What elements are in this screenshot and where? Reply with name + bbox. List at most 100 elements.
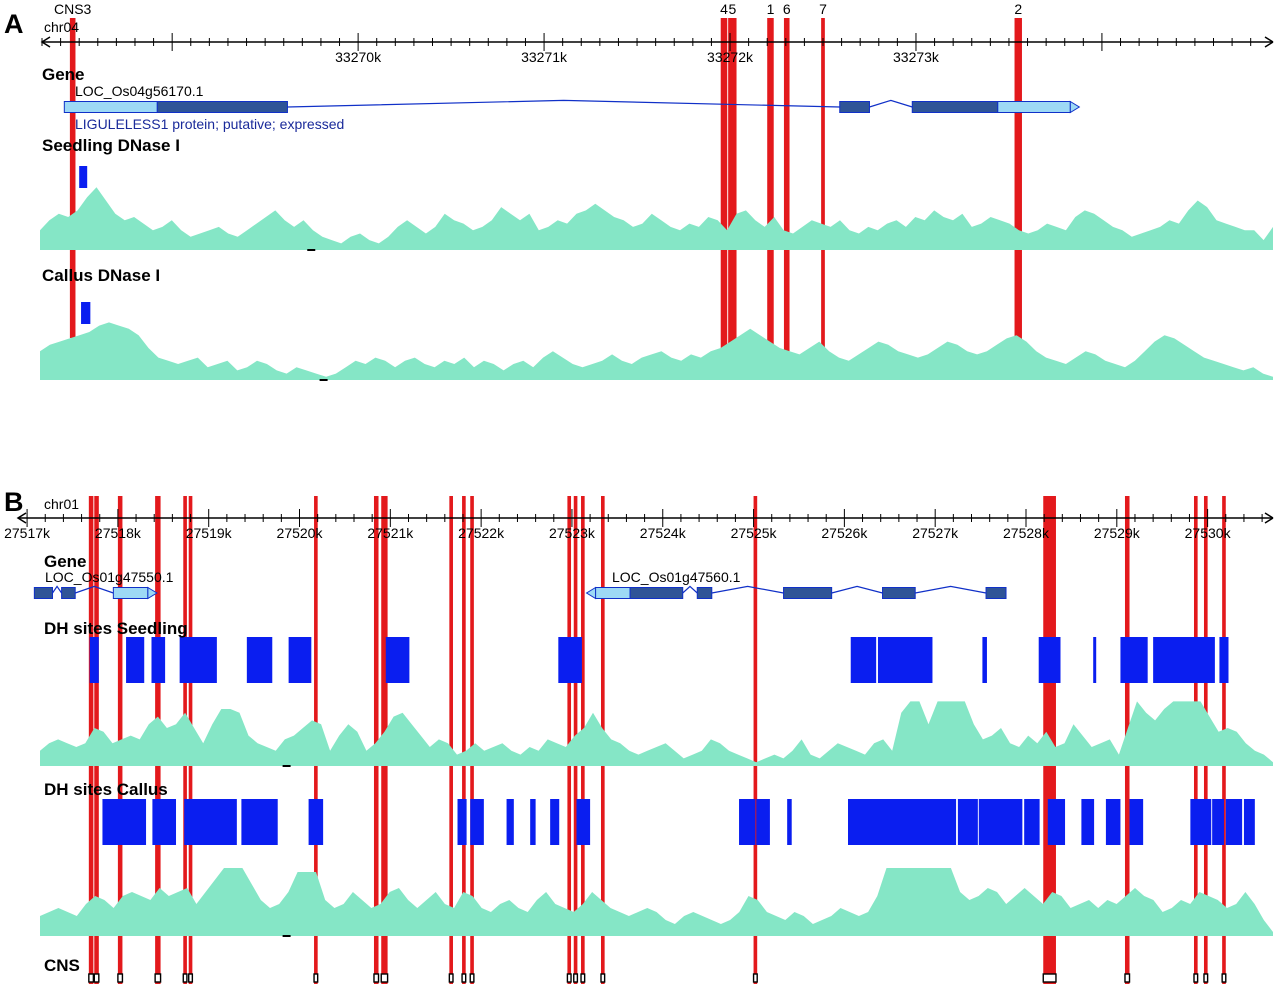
dh-site: [246, 637, 273, 683]
panel-letter: B: [4, 487, 24, 517]
track-title: DH sites Seedling: [44, 619, 188, 638]
track-title: Seedling DNase I: [42, 136, 180, 155]
cns-highlight-band: [470, 496, 474, 984]
cns-highlight-band: [728, 18, 737, 355]
dh-site: [470, 799, 484, 845]
dh-site: [1038, 637, 1061, 683]
chromosome-label: chr04: [44, 19, 79, 35]
coordinate-axis: 27517k 27518k 27519k 27520k 27521k 27522k 2752…: [4, 509, 1274, 541]
cns-track-title: CNS: [44, 956, 80, 975]
dh-site: [79, 166, 88, 188]
cns-element: [1203, 973, 1209, 983]
dh-site: [179, 637, 217, 683]
cns-highlight-band: [821, 18, 825, 355]
cns-highlight-band: [449, 496, 453, 984]
tick-label: 27530k: [1185, 525, 1232, 541]
dh-site: [126, 637, 145, 683]
utr-exon: [595, 587, 631, 599]
intron: [831, 585, 883, 594]
cns-highlight-bands: [69, 18, 1022, 355]
signal-area: [40, 187, 1273, 250]
utr-exon: [63, 101, 158, 113]
signal-area: [40, 868, 1273, 936]
cns-marker-labels: CNS3 4 5 1 6 7 2: [54, 1, 1022, 17]
tick-label: 27519k: [186, 525, 233, 541]
cns-marker-label: 4: [720, 1, 728, 17]
cds-exon: [629, 587, 684, 599]
tick-label: 27523k: [549, 525, 596, 541]
dh-site: [457, 799, 467, 845]
cns-highlight-band: [373, 496, 379, 984]
cns-element: [154, 973, 162, 983]
gene-id: LOC_Os04g56170.1: [75, 83, 204, 99]
gene-models: [33, 585, 1007, 600]
dh-site: [787, 799, 792, 845]
dh-site: [152, 799, 177, 845]
tick-label: 33273k: [893, 49, 940, 65]
dh-site: [1243, 799, 1255, 845]
dh-site: [756, 799, 770, 845]
gene-model: [63, 99, 1081, 114]
cds-exon: [783, 587, 833, 599]
callus-dnase-track: [40, 302, 1273, 381]
tick-label: 27525k: [731, 525, 778, 541]
cns-element: [752, 973, 758, 983]
dh-site: [81, 302, 91, 324]
dh-site: [1105, 799, 1121, 845]
signal-area: [40, 322, 1273, 380]
cns-marker-label: CNS3: [54, 1, 92, 17]
cds-exon: [33, 587, 54, 599]
cns-element: [469, 973, 475, 983]
cns-element: [1042, 973, 1057, 983]
cds-exon: [61, 587, 76, 599]
intron: [869, 99, 913, 108]
dh-site: [1225, 799, 1243, 845]
dh-site: [848, 799, 957, 845]
cds-exon: [839, 101, 870, 113]
dh-site: [1212, 799, 1224, 845]
dh-site: [1219, 637, 1229, 683]
dh-site: [1120, 637, 1148, 683]
tick-label: 33270k: [335, 49, 382, 65]
cds-exon: [156, 101, 288, 113]
gene-track-title: Gene: [44, 552, 87, 571]
tick-label: 27522k: [458, 525, 505, 541]
gene-track-title: Gene: [42, 65, 85, 84]
chromosome-label: chr01: [44, 496, 79, 512]
strand-arrow-icon: [1069, 100, 1081, 114]
cns-highlight-band: [567, 496, 572, 984]
tick-label: 27529k: [1094, 525, 1141, 541]
cns-marker-label: 6: [783, 1, 791, 17]
dh-site: [241, 799, 278, 845]
tick-label: 27528k: [1003, 525, 1050, 541]
cns-highlight-band: [753, 496, 758, 984]
strand-arrow-icon: [585, 586, 597, 600]
dh-site: [184, 799, 237, 845]
tick-label: 33272k: [707, 49, 754, 65]
dh-site: [89, 637, 99, 683]
cns-element: [188, 973, 194, 983]
dh-site: [288, 637, 312, 683]
panel-letter: A: [4, 9, 24, 39]
track-title: Callus DNase I: [42, 266, 160, 285]
tick-label: 27526k: [821, 525, 868, 541]
seedling-dnase-track: [40, 166, 1273, 251]
tick-label: 27524k: [640, 525, 687, 541]
cns-element: [182, 973, 188, 983]
signal-area: [40, 701, 1273, 766]
intron: [711, 585, 784, 594]
axis-arrow-right: [1264, 36, 1274, 48]
cns-element: [380, 973, 389, 983]
coordinate-axis: 33270k 33271k 33272k 33273k: [40, 33, 1274, 65]
dh-site: [1024, 799, 1040, 845]
cns-element: [88, 973, 95, 983]
dh-site: [558, 637, 582, 683]
utr-exon: [997, 101, 1071, 113]
dh-site: [151, 637, 166, 683]
gene-description: LIGULELESS1 protein; putative; expressed: [75, 116, 344, 132]
cns-marker-label: 5: [728, 1, 736, 17]
dh-site: [1153, 637, 1215, 683]
cns-element: [313, 973, 319, 983]
tick-label: 33271k: [521, 49, 568, 65]
